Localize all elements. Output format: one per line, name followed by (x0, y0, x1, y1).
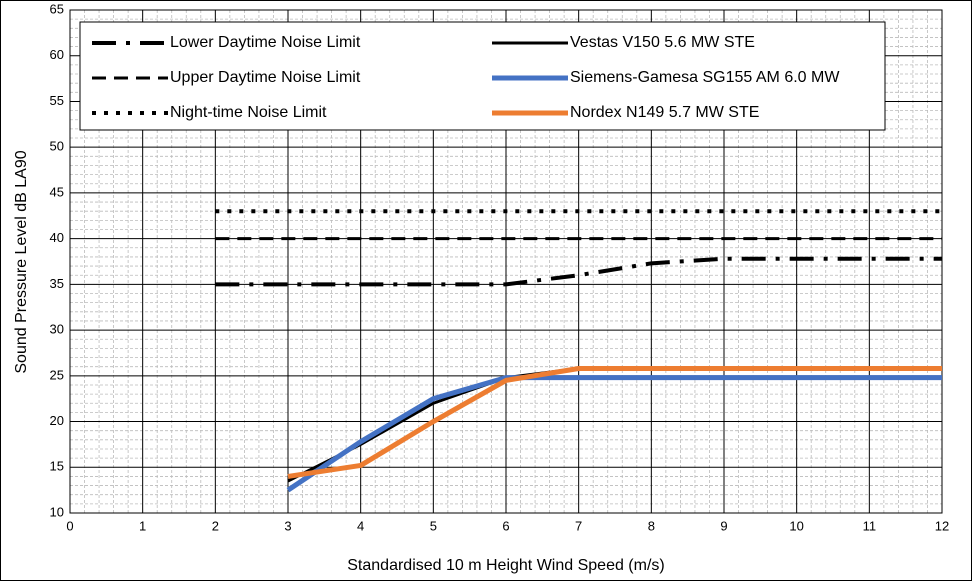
x-tick-label: 10 (789, 518, 803, 533)
legend-label: Vestas V150 5.6 MW STE (570, 34, 755, 51)
y-tick-label: 40 (50, 230, 64, 245)
x-tick-label: 0 (66, 518, 73, 533)
y-tick-label: 45 (50, 184, 64, 199)
legend-label: Upper Daytime Noise Limit (170, 69, 361, 86)
series-line (286, 375, 942, 493)
y-tick-label: 55 (50, 93, 64, 108)
legend-label: Night-time Noise Limit (170, 104, 327, 121)
y-tick-label: 20 (50, 413, 64, 428)
x-tick-label: 6 (502, 518, 509, 533)
y-tick-label: 25 (50, 367, 64, 382)
x-tick-label: 3 (284, 518, 291, 533)
x-tick-label: 5 (430, 518, 437, 533)
legend-label: Lower Daytime Noise Limit (170, 34, 361, 51)
x-tick-label: 2 (212, 518, 219, 533)
legend-box (79, 21, 886, 131)
x-tick-label: 12 (935, 518, 949, 533)
y-axis-label: Sound Pressure Level dB LA90 (13, 150, 30, 373)
x-tick-label: 1 (139, 518, 146, 533)
y-tick-label: 60 (50, 47, 64, 62)
x-tick-label: 9 (720, 518, 727, 533)
x-axis-label: Standardised 10 m Height Wind Speed (m/s… (347, 557, 664, 574)
y-tick-label: 10 (50, 504, 64, 519)
x-tick-label: 7 (575, 518, 582, 533)
legend: Lower Daytime Noise Limit Vestas V150 5.6… (79, 21, 886, 131)
x-tick-label: 8 (648, 518, 655, 533)
legend-label: Nordex N149 5.7 MW STE (570, 104, 759, 121)
y-tick-label: 35 (50, 276, 64, 291)
x-tick-label: 4 (357, 518, 364, 533)
legend-label: Siemens-Gamesa SG155 AM 6.0 MW (570, 69, 840, 86)
y-tick-label: 30 (50, 322, 64, 337)
plot-border (69, 9, 943, 514)
y-tick-label: 50 (50, 139, 64, 154)
y-tick-label: 15 (50, 459, 64, 474)
plot (215, 209, 942, 493)
x-tick-label: 11 (863, 518, 877, 533)
series-line (287, 366, 942, 479)
y-tick-label: 65 (50, 1, 64, 16)
